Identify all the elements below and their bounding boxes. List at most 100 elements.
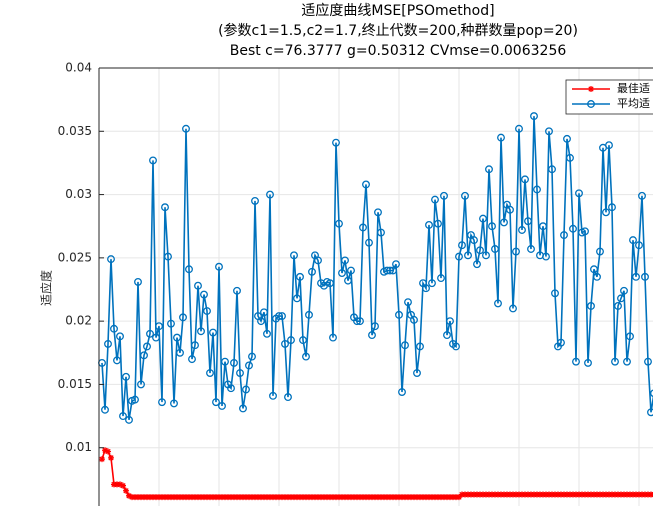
- marker: [413, 369, 421, 377]
- marker: [206, 369, 214, 377]
- marker: [635, 241, 643, 250]
- legend-box: [565, 79, 653, 115]
- marker: [152, 333, 160, 342]
- marker: [650, 389, 653, 398]
- marker: [230, 358, 238, 367]
- marker: [428, 279, 436, 288]
- marker: [392, 260, 400, 269]
- marker: [476, 246, 484, 255]
- marker: [329, 333, 337, 342]
- y-tick-label: 0.04: [65, 61, 92, 75]
- marker: [614, 302, 622, 310]
- marker: [551, 289, 559, 298]
- marker: [572, 357, 580, 366]
- y-tick-label: 0.035: [58, 124, 92, 138]
- marker: [146, 329, 154, 338]
- marker: [497, 133, 505, 142]
- marker: [620, 286, 628, 295]
- marker: [575, 189, 583, 198]
- marker: [524, 217, 532, 226]
- marker: [104, 339, 112, 348]
- y-tick-label: 0.025: [58, 250, 92, 264]
- marker: [305, 310, 313, 319]
- marker: [308, 267, 316, 276]
- marker: [176, 348, 184, 357]
- marker: [353, 317, 361, 326]
- marker: [155, 322, 163, 331]
- legend-marker: [587, 100, 595, 108]
- marker: [107, 255, 115, 264]
- marker: [611, 357, 619, 366]
- plot: [98, 112, 653, 501]
- marker: [542, 252, 550, 261]
- marker: [200, 290, 208, 299]
- marker: [410, 315, 418, 324]
- marker: [560, 231, 568, 240]
- marker: [629, 236, 637, 245]
- marker: [134, 277, 142, 286]
- series-line: [101, 116, 653, 420]
- marker: [137, 380, 145, 389]
- marker: [377, 228, 385, 237]
- marker: [512, 247, 520, 256]
- marker: [401, 341, 409, 350]
- marker: [260, 308, 268, 317]
- marker: [335, 219, 343, 228]
- marker: [422, 284, 430, 293]
- marker: [99, 456, 105, 463]
- marker: [188, 355, 196, 364]
- marker: [251, 196, 259, 205]
- marker: [161, 203, 169, 212]
- marker: [284, 393, 292, 402]
- marker: [533, 185, 541, 194]
- marker: [482, 251, 490, 260]
- marker: [440, 191, 448, 200]
- marker: [110, 324, 118, 333]
- marker: [173, 333, 181, 342]
- marker: [485, 165, 493, 174]
- marker: [584, 358, 592, 367]
- marker: [101, 405, 109, 414]
- y-tick-label: 0.01: [65, 440, 92, 454]
- marker: [314, 256, 322, 265]
- marker: [218, 401, 226, 410]
- marker: [557, 338, 565, 347]
- marker: [248, 352, 256, 361]
- marker: [506, 205, 514, 214]
- marker: [563, 134, 571, 143]
- marker: [356, 317, 364, 326]
- marker: [587, 302, 595, 310]
- marker: [302, 352, 310, 361]
- marker: [416, 342, 424, 351]
- marker: [368, 331, 376, 340]
- marker: [108, 454, 114, 461]
- legend-label: 平均适: [617, 97, 650, 110]
- marker: [191, 341, 199, 350]
- marker: [608, 203, 616, 212]
- marker: [257, 317, 265, 326]
- marker: [131, 395, 139, 404]
- marker: [164, 252, 172, 261]
- marker: [623, 357, 631, 366]
- marker: [548, 165, 556, 174]
- y-axis-label: 适应度: [39, 270, 54, 306]
- marker: [326, 279, 334, 288]
- marker: [269, 391, 277, 400]
- marker: [221, 357, 229, 366]
- marker: [509, 304, 517, 313]
- marker: [452, 342, 460, 351]
- legend-marker: [588, 86, 594, 92]
- marker: [242, 385, 250, 394]
- marker: [461, 191, 469, 200]
- marker: [545, 127, 553, 136]
- marker: [344, 276, 352, 285]
- marker: [641, 272, 649, 281]
- marker: [185, 265, 193, 274]
- marker: [443, 331, 451, 340]
- marker: [456, 494, 462, 501]
- marker: [197, 327, 205, 336]
- marker: [590, 265, 598, 274]
- marker: [638, 191, 646, 200]
- series-line: [101, 449, 653, 498]
